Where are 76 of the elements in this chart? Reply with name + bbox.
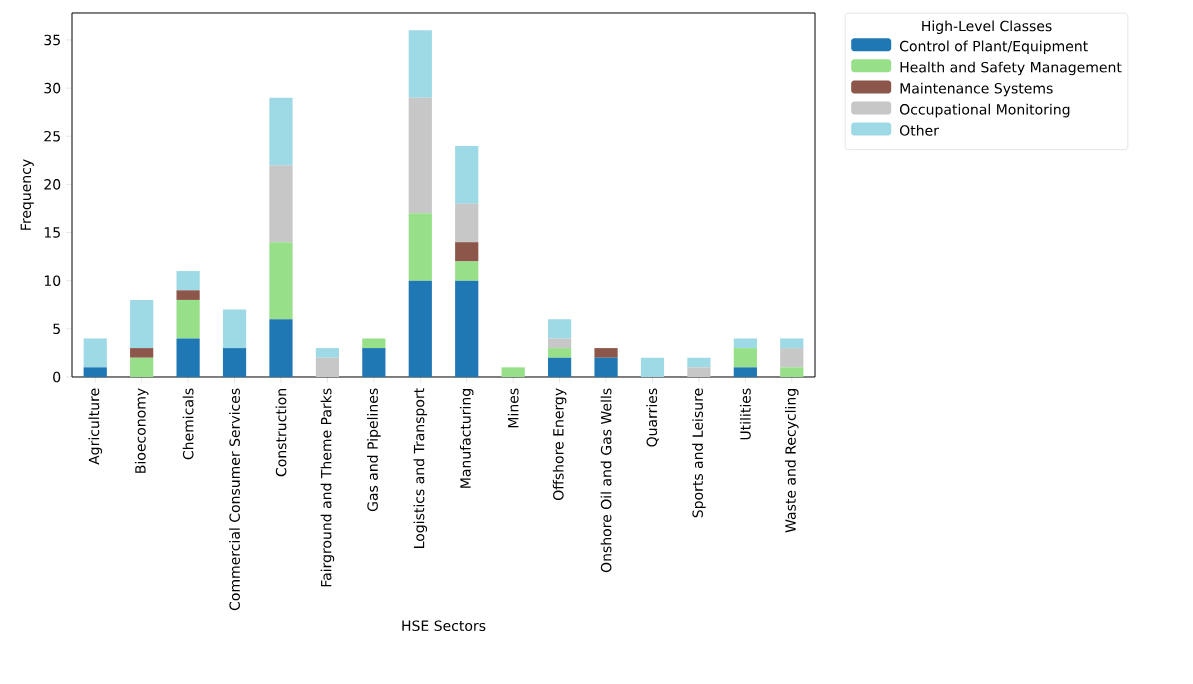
bar — [269, 97, 293, 166]
legend-label: Health and Safety Management — [900, 61, 1122, 76]
bar — [269, 319, 293, 377]
x-tick-label: Bioeconomy — [134, 388, 149, 473]
bar — [780, 348, 804, 368]
bar — [687, 367, 711, 377]
x-tick-label: Construction — [275, 389, 287, 477]
bar — [222, 348, 247, 377]
bar — [176, 271, 200, 291]
bar — [455, 145, 479, 204]
bar — [455, 280, 479, 377]
bar — [176, 290, 200, 300]
bar — [455, 242, 479, 262]
bar — [547, 357, 572, 377]
x-tick-label: Gas and Pipelines — [367, 388, 381, 512]
bar — [176, 338, 200, 377]
bar — [547, 338, 572, 349]
bar — [315, 348, 340, 358]
bar — [176, 299, 200, 339]
x-tick-label: Agriculture — [88, 388, 103, 465]
y-tick-label: 35 — [44, 34, 60, 46]
bar — [455, 261, 479, 281]
x-tick-label: Sports and Leisure — [692, 388, 706, 518]
bar — [315, 357, 340, 377]
bar — [547, 348, 572, 358]
x-tick-label: Manufacturing — [459, 389, 474, 488]
y-tick-label: 0 — [53, 371, 61, 383]
x-tick-label: Mines — [507, 388, 519, 428]
bar — [594, 357, 618, 377]
bar — [269, 242, 293, 320]
y-tick-label: 5 — [53, 323, 60, 335]
bar — [733, 367, 757, 377]
bar — [362, 338, 386, 349]
y-tick-label: 30 — [44, 82, 61, 94]
legend-label: Occupational Monitoring — [899, 103, 1070, 118]
bar — [501, 367, 525, 377]
x-axis-title: HSE Sectors — [402, 620, 486, 632]
bar — [408, 97, 432, 214]
x-tick-label: Quarries — [646, 388, 659, 447]
bar — [640, 357, 665, 377]
bar — [733, 338, 757, 349]
bar — [83, 367, 107, 377]
bar — [130, 299, 154, 349]
bar — [269, 165, 293, 243]
y-tick-label: 15 — [44, 227, 60, 238]
legend-label: Other — [899, 124, 939, 136]
x-tick-label: Waste and Recycling — [785, 389, 799, 533]
bar — [547, 319, 572, 339]
x-tick-label: Chemicals — [182, 388, 194, 460]
bar — [408, 213, 432, 281]
legend-label: Maintenance Systems — [900, 82, 1053, 97]
bar — [222, 309, 247, 349]
x-tick-label: Fairground and Theme Parks — [320, 388, 335, 587]
bar — [130, 348, 154, 358]
bar — [362, 348, 386, 377]
y-tick-label: 20 — [44, 179, 61, 190]
bar — [83, 338, 107, 368]
bar — [594, 348, 618, 358]
y-tick-label: 10 — [44, 275, 61, 286]
legend-title: High-Level Classes — [922, 20, 1052, 34]
legend-label: Control of Plant/Equipment — [899, 40, 1088, 55]
bar — [687, 357, 711, 368]
bar — [130, 357, 154, 377]
bar — [733, 348, 757, 368]
bar — [780, 338, 804, 349]
x-tick-label: Offshore Energy — [552, 388, 567, 500]
x-tick-label: Utilities — [739, 388, 751, 440]
bar — [408, 30, 432, 98]
y-axis-title: Frequency — [20, 159, 34, 230]
bar — [408, 280, 432, 377]
x-tick-label: Commercial Consumer Services — [229, 388, 240, 611]
x-tick-label: Onshore Oil and Gas Wells — [600, 388, 612, 573]
bar — [455, 203, 479, 243]
x-tick-label: Logistics and Transport — [413, 388, 428, 548]
y-tick-label: 25 — [44, 130, 60, 142]
bar — [780, 367, 804, 377]
